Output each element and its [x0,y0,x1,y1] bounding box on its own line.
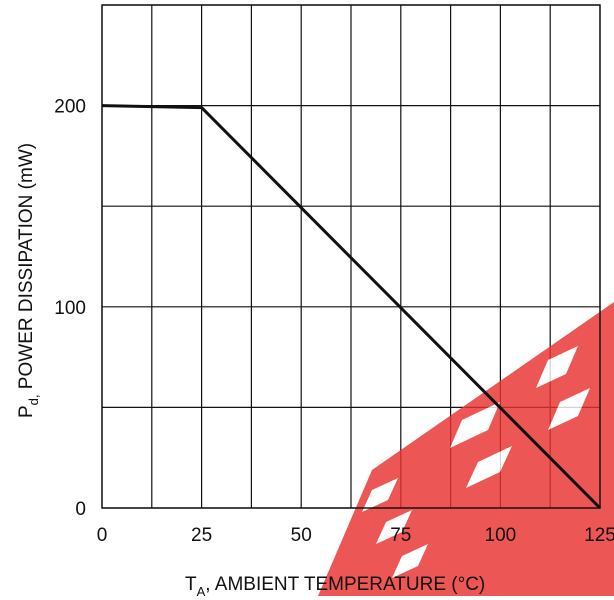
watermark-letter-d [536,346,590,430]
series-line-0 [101,104,602,510]
x-tick-label-0: 0 [97,525,108,546]
watermark-letter-e [362,478,428,578]
y-axis-label: Pd, POWER DISSIPATION (mW) [16,143,41,418]
y-tick-label-2: 200 [54,97,86,118]
series-layer [101,104,602,510]
y-tick-label-1: 100 [54,298,86,319]
y-tick-label-0: 0 [75,499,86,520]
plot-frame [101,4,601,509]
x-tick-label-4: 100 [485,525,517,546]
watermark-shape [318,302,614,596]
x-tick-labels: 0 25 50 75 100 125 [97,525,614,546]
x-tick-label-2: 50 [291,525,312,546]
watermark-logo [318,302,614,596]
watermark-letter-p [450,402,512,488]
x-tick-label-3: 75 [390,525,411,546]
x-tick-label-5: 125 [584,525,614,546]
x-tick-label-1: 25 [191,525,212,546]
x-axis-label: TA, AMBIENT TEMPERATURE (°C) [185,574,485,599]
y-tick-labels: 0 100 200 [54,97,86,520]
